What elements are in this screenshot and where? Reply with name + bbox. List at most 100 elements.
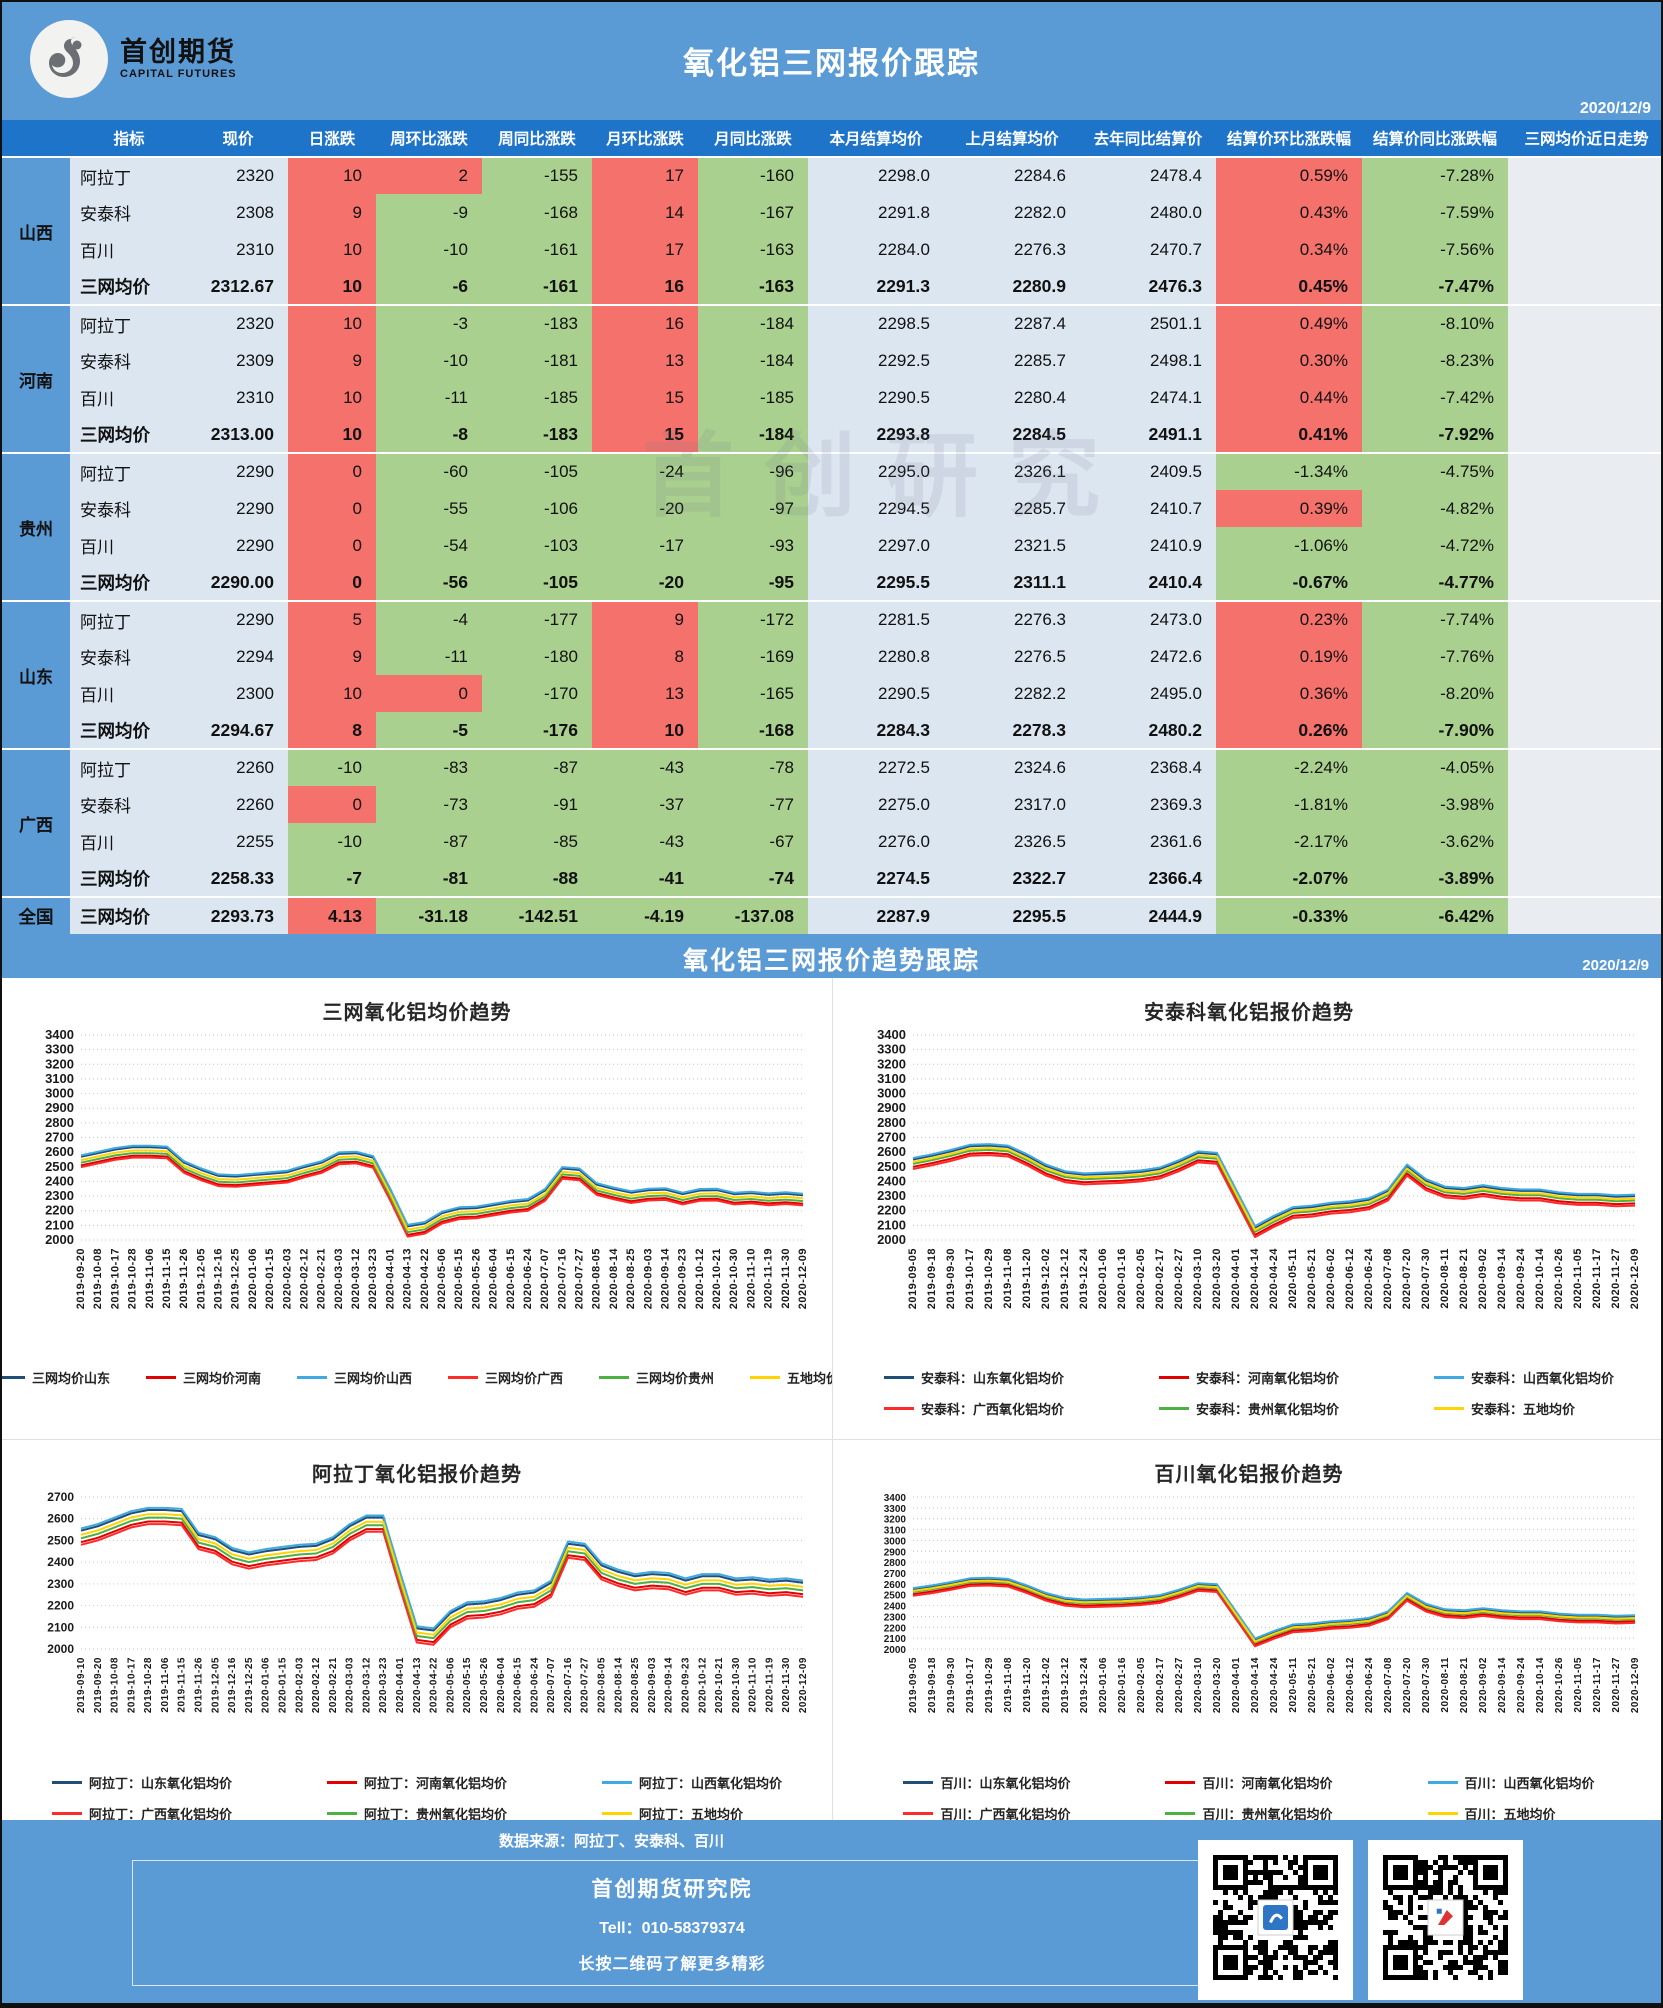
legend-item: 安泰科：五地均价 xyxy=(1434,1399,1614,1418)
trend-line xyxy=(912,1576,1636,1640)
table-cell: 2290 xyxy=(188,600,288,638)
svg-text:2019-09-05: 2019-09-05 xyxy=(908,1657,919,1713)
table-cell: -83 xyxy=(376,748,482,786)
table-cell: 2280.8 xyxy=(808,638,944,675)
table-cell: 14 xyxy=(592,194,698,231)
legend-swatch xyxy=(1434,1407,1464,1410)
table-cell: -4.77% xyxy=(1362,564,1508,601)
svg-text:2700: 2700 xyxy=(877,1130,906,1145)
svg-text:2020-01-06: 2020-01-06 xyxy=(1097,1248,1109,1309)
svg-text:2020-05-26: 2020-05-26 xyxy=(470,1248,482,1309)
table-row: 三网均价 2294.67 8 -5 -176 10 -168 2284.3 2278.3 2480… xyxy=(2,712,1661,749)
table-cell: -170 xyxy=(482,675,592,712)
svg-text:2020-05-06: 2020-05-06 xyxy=(436,1248,448,1309)
svg-text:2020-07-20: 2020-07-20 xyxy=(1402,1657,1413,1713)
svg-text:2020-05-26: 2020-05-26 xyxy=(479,1657,490,1713)
svg-text:2020-01-15: 2020-01-15 xyxy=(278,1657,289,1713)
table-cell: 2276.0 xyxy=(808,823,944,860)
table-cell: -3.98% xyxy=(1362,786,1508,823)
table-cell: 2290.5 xyxy=(808,675,944,712)
svg-text:2200: 2200 xyxy=(877,1203,906,1218)
trend-line xyxy=(912,1582,1636,1646)
table-cell: 16 xyxy=(592,304,698,342)
svg-text:2020-04-14: 2020-04-14 xyxy=(1250,1657,1261,1713)
table-cell: 2260 xyxy=(188,786,288,823)
legend-label: 阿拉丁：广西氧化铝均价 xyxy=(88,1807,232,1820)
table-cell: -155 xyxy=(482,156,592,194)
svg-text:2500: 2500 xyxy=(884,1591,907,1602)
table-cell: 13 xyxy=(592,675,698,712)
svg-text:2020-04-24: 2020-04-24 xyxy=(1269,1657,1280,1713)
table-cell: 0.59% xyxy=(1216,156,1362,194)
svg-text:2020-10-26: 2020-10-26 xyxy=(1554,1657,1565,1713)
table-cell: -2.24% xyxy=(1216,748,1362,786)
svg-text:2020-07-08: 2020-07-08 xyxy=(1382,1248,1394,1309)
legend-swatch xyxy=(883,1376,914,1379)
table-cell: -73 xyxy=(376,786,482,823)
legend-label: 安泰科：山东氧化铝均价 xyxy=(920,1371,1064,1386)
table-cell: 2295.5 xyxy=(808,564,944,601)
indicator-label: 三网均价 xyxy=(70,860,188,897)
chart-antaike-quote-trend: 安泰科氧化铝报价趋势 2000 2100 2200 2300 2400 2500 2600 2… xyxy=(833,978,1661,1440)
table-row: 百川 2310 10 -10 -161 17 -163 2284.0 2276.3 2470.7 0… xyxy=(2,231,1661,268)
footer: 数据来源：阿拉丁、安泰科、百川 首创期货研究院 Tell：010-5837937… xyxy=(2,1820,1661,2003)
trend-line xyxy=(912,1154,1636,1239)
svg-text:2020-02-03: 2020-02-03 xyxy=(294,1657,305,1713)
table-cell: 16 xyxy=(592,268,698,305)
legend-label: 百川：山东氧化铝均价 xyxy=(940,1776,1071,1791)
legend-label: 阿拉丁：山西氧化铝均价 xyxy=(639,1776,783,1791)
legend-label: 百川：河南氧化铝均价 xyxy=(1202,1776,1333,1791)
svg-text:2020-09-23: 2020-09-23 xyxy=(681,1657,692,1713)
svg-text:2020-06-24: 2020-06-24 xyxy=(1363,1248,1375,1310)
svg-text:2600: 2600 xyxy=(47,1512,74,1526)
table-cell: 10 xyxy=(288,231,376,268)
table-cell: -55 xyxy=(376,490,482,527)
table-cell: 2272.5 xyxy=(808,748,944,786)
svg-text:2019-11-08: 2019-11-08 xyxy=(1002,1248,1014,1309)
legend-item: 阿拉丁：五地均价 xyxy=(602,1804,782,1820)
svg-text:2000: 2000 xyxy=(884,1645,907,1656)
svg-text:2020-08-14: 2020-08-14 xyxy=(613,1657,624,1713)
svg-text:2020-04-01: 2020-04-01 xyxy=(395,1657,406,1713)
table-cell: -7.28% xyxy=(1362,156,1508,194)
legend-item: 百川：五地均价 xyxy=(1427,1804,1595,1820)
region-label: 全国 xyxy=(2,896,70,934)
svg-text:2020-01-06: 2020-01-06 xyxy=(1098,1657,1109,1713)
table-cell: -161 xyxy=(482,268,592,305)
table-cell: 2260 xyxy=(188,748,288,786)
svg-text:2600: 2600 xyxy=(45,1144,74,1159)
table-cell: 2290 xyxy=(188,452,288,490)
table-cell: 10 xyxy=(288,379,376,416)
column-header: 日涨跌 xyxy=(288,120,376,157)
table-cell: -1.06% xyxy=(1216,527,1362,564)
table-cell: 2281.5 xyxy=(808,600,944,638)
table-cell: -87 xyxy=(482,748,592,786)
trend-line xyxy=(80,1144,804,1226)
svg-text:2020-05-11: 2020-05-11 xyxy=(1288,1657,1299,1713)
column-header: 三网均价近日走势 xyxy=(1508,120,1661,157)
chart-aladiny-quote-trend: 阿拉丁氧化铝报价趋势 2000 2100 2200 2300 2400 2500 2600 2… xyxy=(2,1440,833,1820)
table-cell: 2284.5 xyxy=(944,416,1080,453)
qr-code-svg xyxy=(1373,1845,1518,1990)
legend-swatch xyxy=(448,1376,478,1379)
table-cell: 0.49% xyxy=(1216,304,1362,342)
table-cell: 2292.5 xyxy=(808,342,944,379)
svg-text:2020-11-17: 2020-11-17 xyxy=(1591,1248,1603,1309)
chart-legend: 三网均价山东 三网均价河南 三网均价山西 三网均价广西 三网均价贵州 五地均价 xyxy=(2,1368,832,1387)
table-cell: -3.89% xyxy=(1362,860,1508,897)
table-cell: -5 xyxy=(376,712,482,749)
svg-text:2020-06-12: 2020-06-12 xyxy=(1345,1657,1356,1713)
table-cell: 15 xyxy=(592,379,698,416)
table-cell: -7.74% xyxy=(1362,600,1508,638)
indicator-label: 百川 xyxy=(70,675,188,712)
table-row: 三网均价 2258.33 -7 -81 -88 -41 -74 2274.5 2322.7 236… xyxy=(2,860,1661,897)
table-cell: -169 xyxy=(698,638,808,675)
table-cell: 2326.1 xyxy=(944,452,1080,490)
table-cell: -105 xyxy=(482,452,592,490)
table-cell: 2291.3 xyxy=(808,268,944,305)
svg-text:2700: 2700 xyxy=(884,1569,907,1580)
table-cell: -185 xyxy=(698,379,808,416)
table-cell xyxy=(1508,600,1661,638)
table-cell: 15 xyxy=(592,416,698,453)
table-cell: 2290 xyxy=(188,527,288,564)
